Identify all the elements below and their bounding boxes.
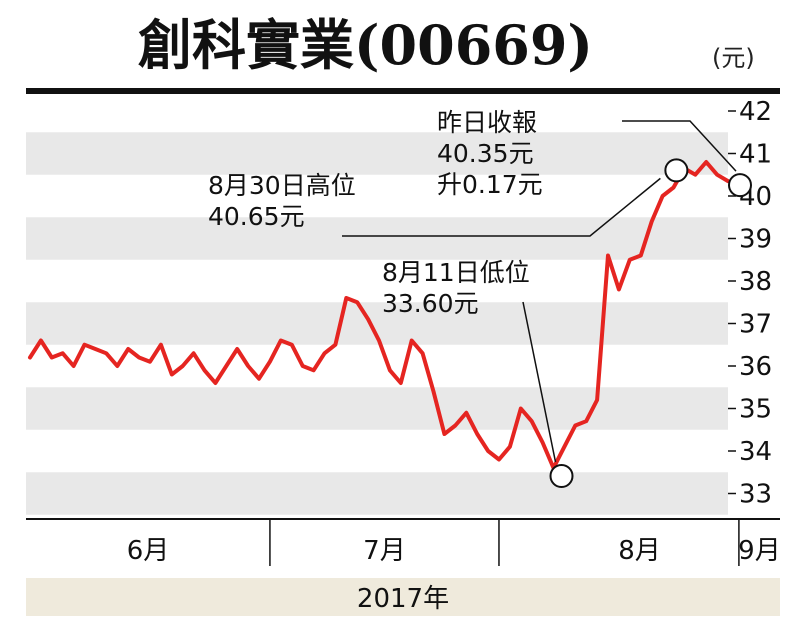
year-label: 2017年 [357, 584, 449, 614]
y-tick-label: 33 [739, 480, 772, 510]
annotation-label: 33.60元 [382, 289, 479, 318]
annotation-label: 8月11日低位 [382, 258, 530, 287]
annotation-marker [664, 158, 689, 183]
annotation-label: 40.35元 [437, 139, 534, 168]
month-label: 6月 [127, 536, 170, 566]
price-line [28, 160, 730, 470]
annotation-label: 8月30日高位 [208, 171, 356, 200]
y-tick-label: 36 [739, 352, 772, 382]
top-rule [26, 88, 780, 94]
y-tick-label: 35 [739, 395, 772, 425]
month-label: 9月 [738, 536, 781, 566]
month-label: 8月 [618, 536, 661, 566]
x-axis-months: 6月 7月 8月 9月 [127, 519, 781, 566]
month-label: 7月 [363, 536, 406, 566]
grid-band [26, 132, 728, 175]
annotation-leader [622, 120, 737, 172]
annotation-label: 升0.17元 [437, 170, 543, 199]
grid-bands [26, 132, 728, 515]
annotation-leader [522, 301, 557, 463]
y-tick-label: 38 [739, 267, 772, 297]
annotation-leader [342, 177, 661, 237]
grid-band [26, 472, 728, 515]
chart-title: 創科實業(00669) [138, 13, 593, 77]
year-bar [26, 578, 780, 616]
y-tick-label: 42 [739, 97, 772, 127]
y-tick-label: 41 [739, 140, 772, 170]
unit-label: (元) [712, 44, 755, 72]
annotation-label: 40.65元 [208, 202, 305, 231]
annotation-label: 昨日收報 [437, 108, 537, 137]
grid-band [26, 387, 728, 430]
grid-band [26, 217, 728, 260]
annotation-marker [728, 173, 752, 198]
y-tick-label: 39 [739, 225, 772, 255]
y-tick-label: 34 [739, 437, 772, 467]
y-tick-label: 37 [739, 310, 772, 340]
annotation-marker [549, 464, 574, 488]
